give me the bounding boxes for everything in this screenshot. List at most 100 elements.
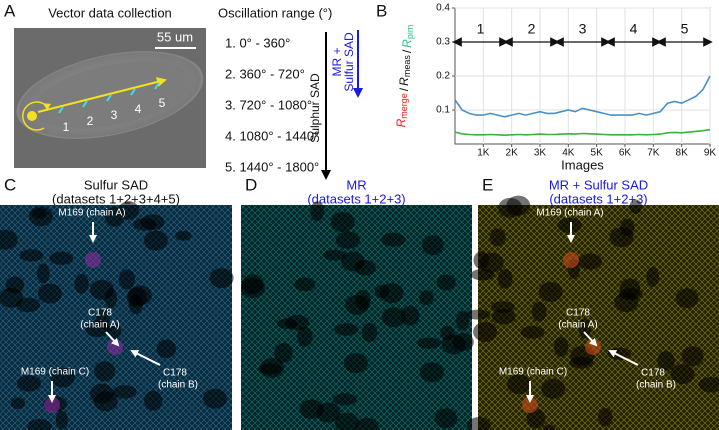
map-annotation: M169 (chain A)	[536, 208, 603, 219]
map-void	[681, 346, 704, 367]
map-void	[259, 357, 284, 378]
map-void	[85, 320, 110, 338]
y-label-subscript: merge	[399, 93, 409, 119]
range-item: 4. 1080° - 1440°	[225, 128, 319, 143]
map-void	[479, 252, 504, 273]
panel-label: B	[376, 1, 387, 20]
panel-title: Vector data collection	[48, 5, 172, 20]
map-void	[323, 249, 346, 261]
data-line	[454, 128, 711, 137]
map-void	[93, 391, 118, 412]
segment-label: 4	[630, 21, 638, 37]
x-tick-label: 1K	[477, 148, 490, 159]
position-label: 1	[63, 120, 70, 134]
scale-bar-label: 55 um	[157, 29, 193, 44]
map-void	[497, 268, 513, 289]
map-void	[50, 367, 75, 388]
map-annotation: (chain B)	[158, 380, 198, 391]
map-void	[143, 230, 168, 251]
crystal-image	[14, 28, 206, 168]
map-void	[330, 211, 355, 232]
map-void	[175, 230, 192, 241]
map-void	[294, 277, 316, 292]
map-void	[538, 281, 563, 302]
map-void	[466, 417, 491, 430]
y-label-separator: /	[400, 49, 414, 53]
panel-label: A	[4, 1, 16, 20]
annotation-arrow	[608, 350, 639, 366]
arrow-black-label: Sulphur SAD	[308, 73, 322, 143]
y-label-subscript: pim	[405, 25, 415, 40]
map-void	[557, 217, 582, 234]
annotation-arrow	[583, 331, 598, 347]
x-tick-label: 8K	[676, 148, 689, 159]
x-tick-label: 5K	[591, 148, 604, 159]
map-void	[10, 397, 26, 410]
map-void	[421, 235, 444, 256]
map-void	[74, 273, 89, 294]
panel-subtitle: (datasets 1+2+3)	[549, 191, 647, 206]
map-void	[374, 284, 390, 299]
range-title: Oscillation range (°)	[218, 5, 332, 20]
map-annotation: C178	[88, 308, 112, 319]
map-void	[618, 288, 643, 301]
map-void	[296, 326, 313, 347]
y-tick-label: 0.2	[436, 71, 450, 82]
position-label: 5	[159, 96, 166, 110]
map-void	[542, 424, 556, 430]
map-void	[143, 390, 163, 411]
map-void	[434, 408, 458, 429]
arrow-blue-label: MR +	[330, 47, 344, 76]
range-item: 3. 720° - 1080°	[225, 97, 312, 112]
map-void	[381, 307, 406, 328]
map-void	[334, 323, 359, 336]
map-void	[506, 374, 531, 395]
map-void	[578, 318, 592, 339]
density-map-image	[466, 195, 719, 430]
map-annotation: (chain B)	[636, 380, 676, 391]
map-annotation: M169 (chain C)	[21, 367, 89, 378]
position-label: 2	[87, 114, 94, 128]
map-void	[361, 322, 378, 343]
map-void	[419, 290, 434, 306]
map-void	[354, 259, 376, 276]
map-void	[491, 308, 516, 325]
map-void	[203, 388, 228, 409]
segment-label: 1	[477, 21, 485, 37]
map-void	[569, 356, 594, 369]
map-void	[128, 294, 144, 315]
map-void	[335, 231, 360, 249]
map-void	[489, 228, 506, 247]
map-void	[345, 294, 370, 315]
annotation-arrow	[130, 350, 161, 366]
map-void	[334, 412, 359, 430]
map-void	[156, 339, 177, 359]
map-annotation: C178	[163, 368, 187, 379]
segment-label: 3	[579, 21, 587, 37]
map-void	[0, 229, 18, 250]
map-void	[452, 333, 474, 352]
y-label-symbol: R	[394, 118, 408, 127]
range-item: 1. 0° - 360°	[225, 35, 290, 50]
map-void	[310, 201, 325, 222]
y-label-subscript: meas	[402, 55, 412, 78]
map-void	[49, 251, 74, 265]
map-void	[490, 301, 515, 313]
y-tick-label: 0.4	[436, 3, 450, 14]
panel-label: E	[482, 175, 493, 194]
map-void	[381, 232, 406, 247]
range-item: 5. 1440° - 1800°	[225, 159, 319, 174]
map-void	[37, 283, 62, 304]
panel-title: MR + Sulfur SAD	[549, 177, 648, 192]
x-tick-label: 7K	[647, 148, 660, 159]
map-void	[241, 274, 264, 295]
map-void	[526, 408, 546, 429]
map-void	[5, 276, 25, 294]
map-void	[629, 199, 642, 214]
map-void	[89, 279, 114, 300]
map-annotation: C178	[641, 368, 665, 379]
map-void	[698, 376, 719, 393]
map-void	[466, 309, 491, 320]
y-label-separator: /	[397, 87, 411, 91]
